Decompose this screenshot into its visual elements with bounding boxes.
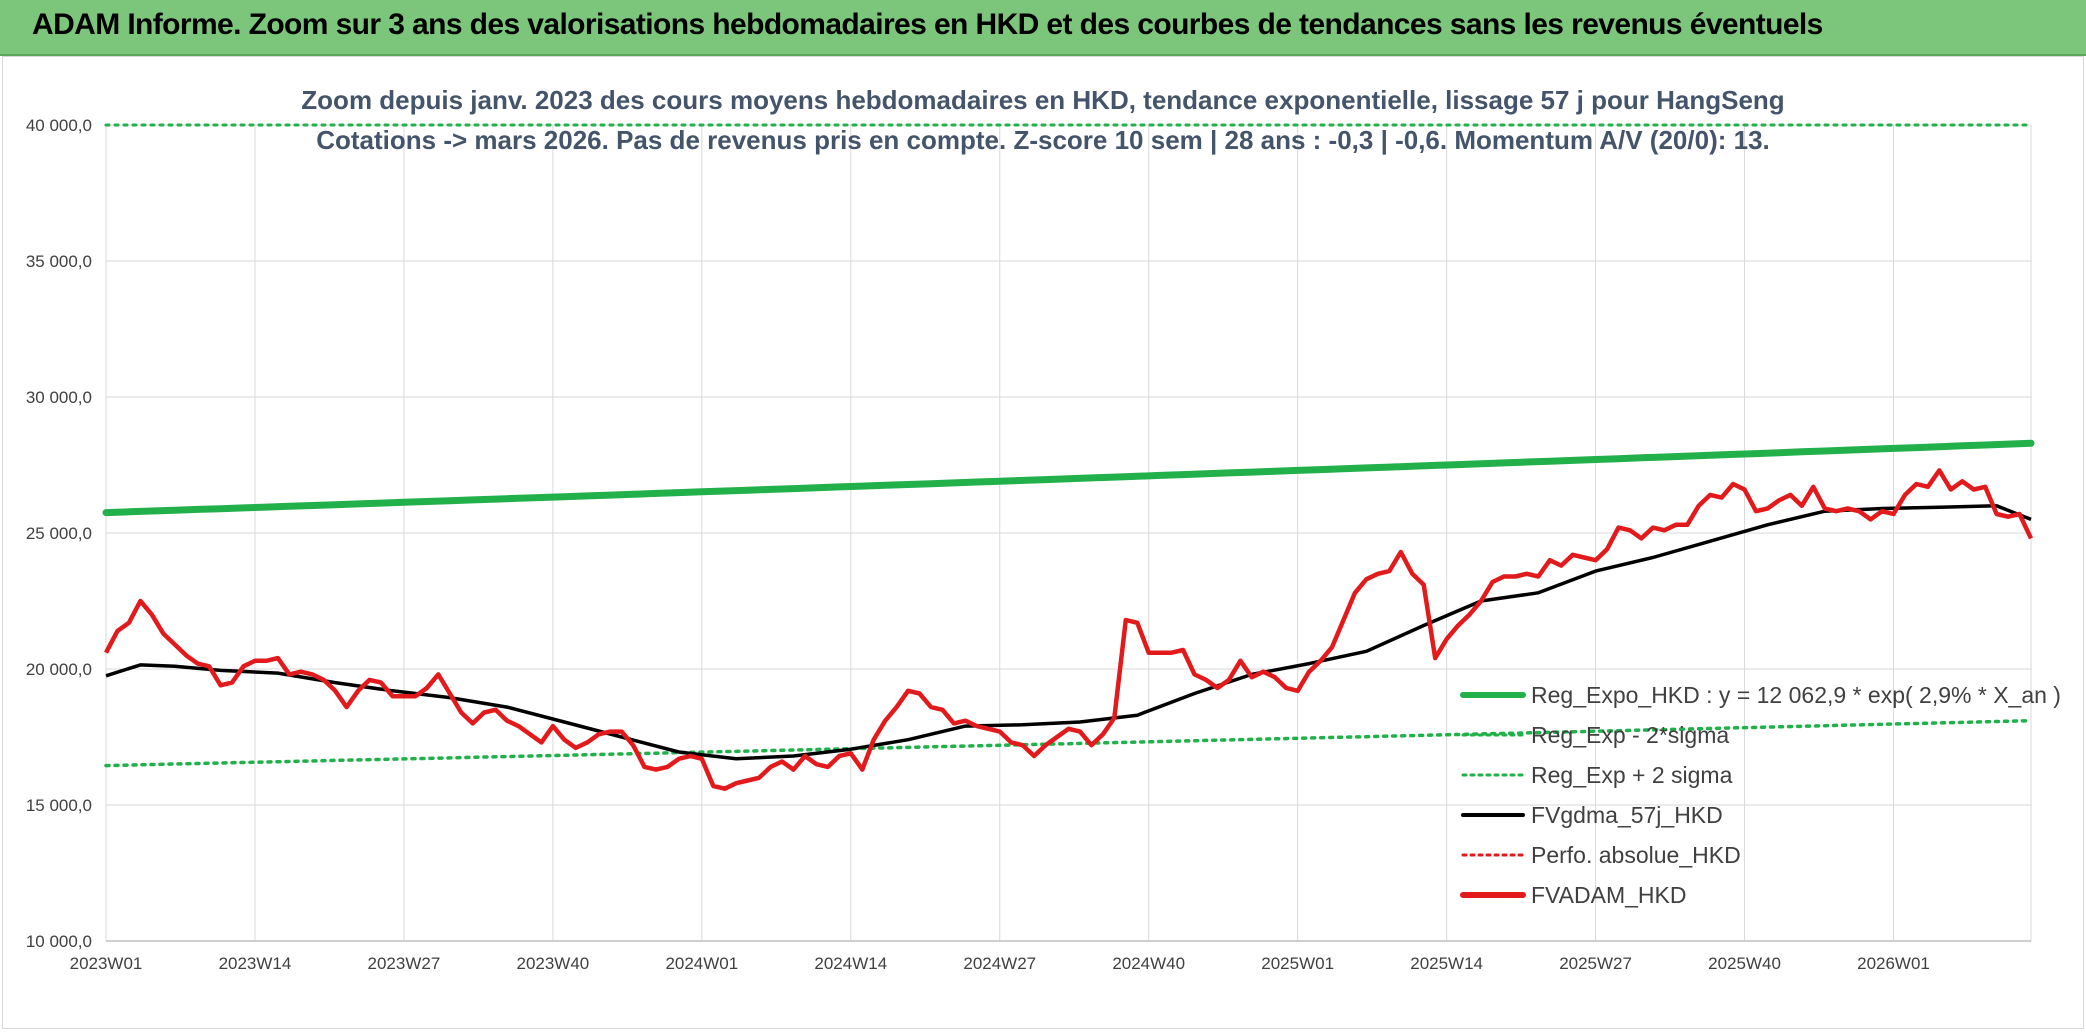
gridlines xyxy=(105,124,2032,942)
x-tick-label: 2025W14 xyxy=(1410,954,1483,973)
series-reg-minus-2-sigma xyxy=(104,718,2033,768)
y-tick-label: 35 000,0 xyxy=(26,252,92,271)
y-tick-label: 25 000,0 xyxy=(26,524,92,543)
series-reg-expo xyxy=(102,439,2035,517)
legend-label-fvgdma: FVgdma_57j_HKD xyxy=(1531,802,1723,828)
x-tick-label: 2024W01 xyxy=(665,954,738,973)
chart-subtitle-line-2: Cotations -> mars 2026. Pas de revenus p… xyxy=(316,125,1770,155)
x-tick-label: 2026W01 xyxy=(1857,954,1930,973)
legend-label-reg_minus: Reg_Exp - 2*sigma xyxy=(1531,722,1729,748)
y-tick-label: 15 000,0 xyxy=(26,796,92,815)
series-lines xyxy=(102,439,2035,791)
y-tick-label: 40 000,0 xyxy=(26,116,92,135)
series-fvadam xyxy=(104,468,2034,791)
x-tick-label: 2023W14 xyxy=(219,954,292,973)
y-tick-label: 30 000,0 xyxy=(26,388,92,407)
x-tick-label: 2024W27 xyxy=(963,954,1036,973)
y-tick-label: 10 000,0 xyxy=(26,932,92,951)
title-banner: ADAM Informe. Zoom sur 3 ans des valoris… xyxy=(0,0,2086,56)
legend-label-perfo: Perfo. absolue_HKD xyxy=(1531,842,1741,868)
series-fvgdma-57j xyxy=(105,504,2032,761)
x-tick-label: 2023W01 xyxy=(70,954,143,973)
legend-label-reg_plus: Reg_Exp + 2 sigma xyxy=(1531,762,1733,788)
chart-subtitle-line-1: Zoom depuis janv. 2023 des cours moyens … xyxy=(301,85,1784,115)
x-tick-label: 2025W27 xyxy=(1559,954,1632,973)
x-tick-label: 2024W14 xyxy=(814,954,887,973)
x-tick-label: 2023W40 xyxy=(516,954,589,973)
trend-bands xyxy=(104,123,2033,768)
y-tick-label: 20 000,0 xyxy=(26,660,92,679)
legend-label-reg_expo: Reg_Expo_HKD : y = 12 062,9 * exp( 2,9% … xyxy=(1531,682,2061,708)
x-tick-label: 2024W40 xyxy=(1112,954,1185,973)
x-tick-label: 2025W01 xyxy=(1261,954,1334,973)
chart-legend: Reg_Expo_HKD : y = 12 062,9 * exp( 2,9% … xyxy=(1460,682,2061,908)
x-tick-label: 2025W40 xyxy=(1708,954,1781,973)
x-tick-label: 2023W27 xyxy=(368,954,441,973)
legend-label-fvadam: FVADAM_HKD xyxy=(1531,882,1687,908)
line-chart: 10 000,0 15 000,0 20 000,0 25 000,0 30 000,0… xyxy=(26,85,2061,973)
page-title: ADAM Informe. Zoom sur 3 ans des valoris… xyxy=(32,8,1823,41)
chart-area: 10 000,0 15 000,0 20 000,0 25 000,0 30 000,0… xyxy=(2,56,2084,1029)
axes: 10 000,0 15 000,0 20 000,0 25 000,0 30 000,0… xyxy=(26,116,2031,973)
